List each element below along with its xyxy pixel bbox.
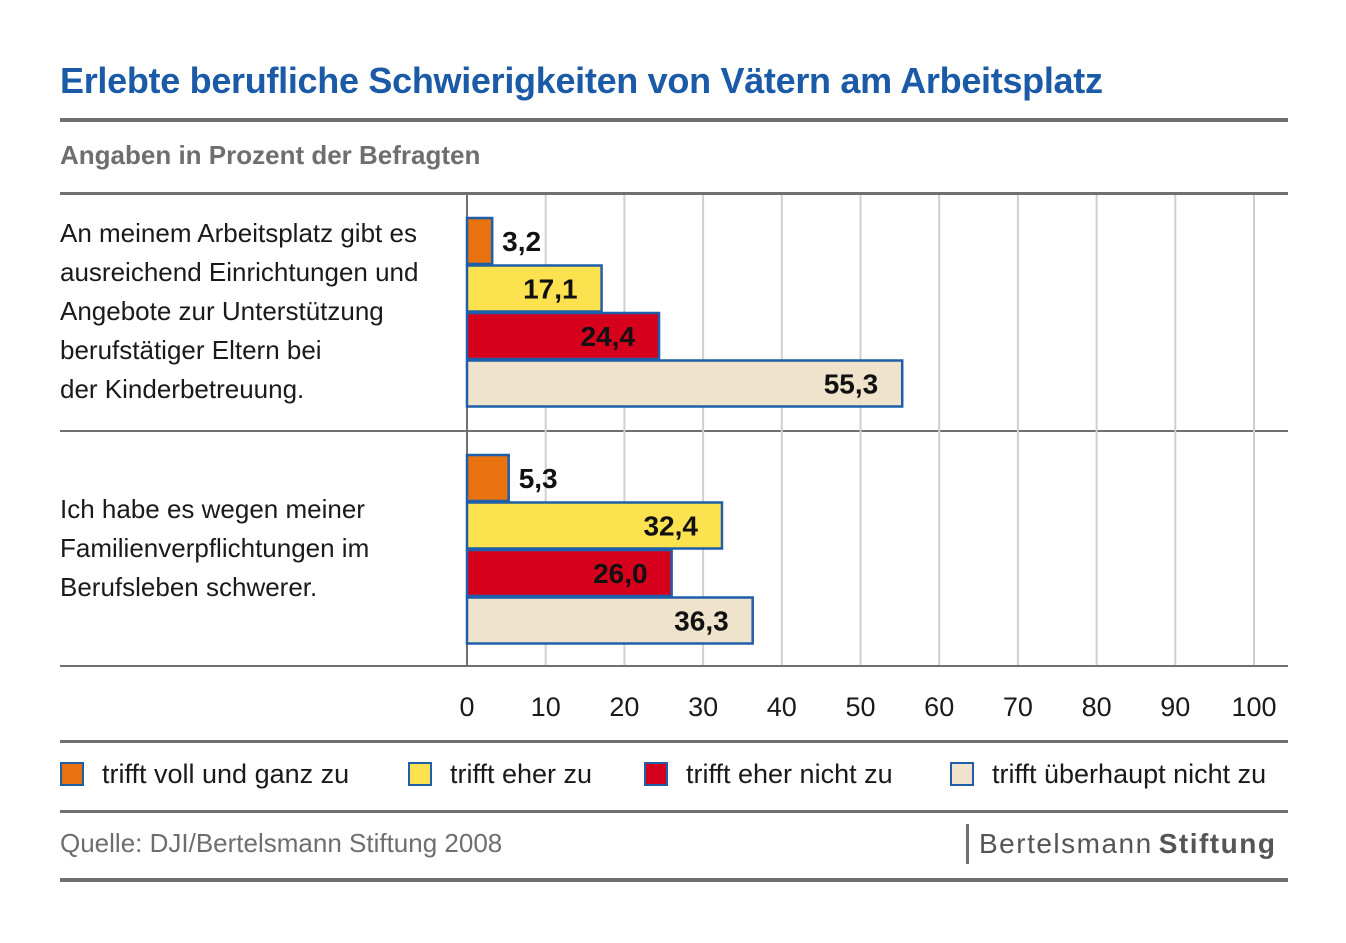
legend-label-3: trifft eher nicht zu	[686, 758, 893, 789]
x-tick-label: 70	[1003, 692, 1033, 722]
bar	[465, 453, 510, 503]
legend-bottom-rule	[60, 810, 1288, 813]
x-tick-label: 0	[459, 692, 474, 722]
legend-item-2: trifft eher zu	[408, 758, 592, 790]
bar	[465, 216, 494, 266]
data-label: 17,1	[523, 274, 578, 305]
plot-bottom-rule	[60, 665, 1288, 667]
legend-item-4: trifft überhaupt nicht zu	[950, 758, 1266, 790]
header-rule	[60, 192, 1288, 195]
data-label: 55,3	[824, 369, 879, 400]
title-rule	[60, 118, 1288, 122]
data-label: 26,0	[593, 558, 648, 589]
data-label: 36,3	[674, 606, 729, 637]
data-label: 5,3	[519, 463, 558, 494]
bar	[465, 311, 661, 361]
logo-text-stiftung: Stiftung	[1158, 828, 1277, 859]
legend-item-3: trifft eher nicht zu	[644, 758, 893, 790]
x-tick-label: 10	[531, 692, 561, 722]
x-tick-label: 30	[688, 692, 718, 722]
chart-title: Erlebte berufliche Schwierigkeiten von V…	[60, 60, 1103, 101]
category-label-2: Ich habe es wegen meiner Familienverpfli…	[60, 494, 370, 602]
x-tick-label: 90	[1160, 692, 1190, 722]
x-tick-label: 100	[1231, 692, 1276, 722]
logo-text-bertelsmann: Bertelsmann	[979, 828, 1153, 859]
legend-swatch-2	[408, 762, 432, 786]
legend-swatch-4	[950, 762, 974, 786]
legend-label-4: trifft überhaupt nicht zu	[992, 758, 1267, 789]
bar	[465, 548, 673, 598]
legend-swatch-1	[60, 762, 84, 786]
x-tick-label: 80	[1082, 692, 1112, 722]
data-label: 3,2	[502, 226, 541, 257]
chart-subtitle: Angaben in Prozent der Befragten	[60, 140, 481, 170]
legend-top-rule	[60, 740, 1288, 743]
legend-item-1: trifft voll und ganz zu	[60, 758, 349, 790]
category-label-1: An meinem Arbeitsplatz gibt es ausreiche…	[60, 218, 419, 404]
x-tick-label: 60	[924, 692, 954, 722]
footer-rule	[60, 878, 1288, 882]
legend-label-1: trifft voll und ganz zu	[102, 758, 350, 789]
bar	[465, 264, 603, 313]
data-label: 24,4	[581, 321, 636, 352]
x-tick-label: 40	[767, 692, 797, 722]
x-tick-label: 50	[845, 692, 875, 722]
bar	[465, 596, 754, 645]
data-label: 32,4	[643, 511, 698, 542]
group-divider	[60, 430, 1288, 432]
bertelsmann-stiftung-logo: Bertelsmann Stiftung	[966, 824, 1276, 864]
bar	[465, 359, 904, 408]
legend-swatch-3	[644, 762, 668, 786]
x-tick-label: 20	[609, 692, 639, 722]
bar	[465, 501, 724, 550]
legend-label-2: trifft eher zu	[450, 758, 593, 789]
source-note: Quelle: DJI/Bertelsmann Stiftung 2008	[60, 828, 503, 858]
